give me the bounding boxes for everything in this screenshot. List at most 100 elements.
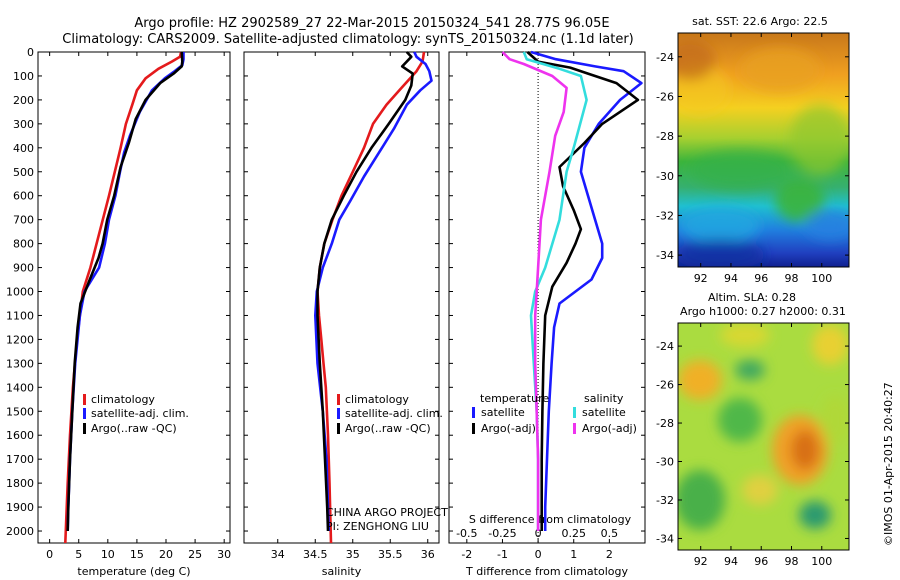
s-tick-label: 0.5 xyxy=(601,527,619,540)
credit-pi: PI: ZENGHONG LIU xyxy=(326,520,429,533)
depth-tick-label: 100 xyxy=(13,70,34,83)
legend-entry: Argo(-adj) xyxy=(481,422,536,435)
legend-swatch xyxy=(472,407,475,418)
map-lon-label: 98 xyxy=(784,272,798,285)
panel-frame-differences xyxy=(448,51,646,544)
depth-tick-label: 1700 xyxy=(6,453,34,466)
figure-title-line2: Climatology: CARS2009. Satellite-adjuste… xyxy=(62,32,634,47)
sla-map: Altim. SLA: 0.28 Argo h1000: 0.27 h2000:… xyxy=(656,291,850,568)
x-tick-label: 36 xyxy=(421,548,435,561)
legend-entry: Argo(-adj) xyxy=(582,422,637,435)
map-lon-label: 96 xyxy=(754,555,768,568)
legend-swatch xyxy=(337,394,340,405)
x-tick-label: 34.5 xyxy=(303,548,328,561)
x-tick-label: 20 xyxy=(159,548,173,561)
x-tick-label: 35 xyxy=(346,548,360,561)
x-tick-label: 30 xyxy=(217,548,231,561)
depth-tick-label: 200 xyxy=(13,94,34,107)
sla-map-title2: Argo h1000: 0.27 h2000: 0.31 xyxy=(680,305,846,318)
depth-tick-label: 1900 xyxy=(6,501,34,514)
x-tick-label: 2 xyxy=(606,548,613,561)
x-tick-label: 35.5 xyxy=(378,548,403,561)
x-tick-label: 5 xyxy=(75,548,82,561)
map-lat-label: -24 xyxy=(656,51,674,64)
x-tick-label: -2 xyxy=(461,548,472,561)
map-lon-label: 94 xyxy=(724,555,738,568)
sla-map-title1: Altim. SLA: 0.28 xyxy=(708,291,796,304)
map-lat-label: -24 xyxy=(656,340,674,353)
legend-swatch xyxy=(337,423,340,434)
map-lat-label: -28 xyxy=(656,130,674,143)
x-tick-label: 34 xyxy=(271,548,285,561)
panel-differences: -2 -1 0 1 2 T difference from climatology -0.5… xyxy=(448,50,646,578)
s-tick-label: 0.25 xyxy=(561,527,586,540)
x-axis-label: temperature (deg C) xyxy=(77,565,190,578)
series-line-0 xyxy=(316,51,426,544)
legend-swatch xyxy=(472,423,475,434)
legend-swatch xyxy=(83,394,86,405)
series-line-temperature-1 xyxy=(526,51,640,531)
map-lat-label: -32 xyxy=(656,209,674,222)
panel-temperature: 0100200300400500600700800900100011001200… xyxy=(6,46,231,578)
x-tick-label: 25 xyxy=(188,548,202,561)
legend-entry: Argo(..raw -QC) xyxy=(91,422,177,435)
depth-tick-label: 1500 xyxy=(6,405,34,418)
series-line-2 xyxy=(316,51,414,532)
map-lat-label: -30 xyxy=(656,170,674,183)
panel-salinity: 34 34.5 35 35.5 36 salinity climatologysatelli… xyxy=(243,51,443,578)
x-tick-label: 10 xyxy=(101,548,115,561)
depth-tick-label: 500 xyxy=(13,166,34,179)
legend-title-temperature: temperature xyxy=(480,392,549,405)
depth-tick-label: 1400 xyxy=(6,381,34,394)
series-line-salinity-3 xyxy=(501,51,568,531)
panel-frame-salinity xyxy=(243,51,440,544)
map-lat-label: -34 xyxy=(656,532,674,545)
depth-tick-label: 600 xyxy=(13,190,34,203)
x-tick-label: 0 xyxy=(46,548,53,561)
s-axis-label: S difference from climatology xyxy=(469,513,632,526)
map-lat-label: -34 xyxy=(656,249,674,262)
profile-panels: 0100200300400500600700800900100011001200… xyxy=(6,46,646,578)
series-line-temperature-0 xyxy=(530,50,643,531)
map-lon-label: 98 xyxy=(784,555,798,568)
map-lon-label: 100 xyxy=(811,272,832,285)
legend-entry: Argo(..raw -QC) xyxy=(345,422,431,435)
x-axis-label: T difference from climatology xyxy=(465,565,628,578)
sst-map-title: sat. SST: 22.6 Argo: 22.5 xyxy=(692,15,828,28)
legend-entry: satellite-adj. clim. xyxy=(345,407,443,420)
legend-swatch xyxy=(573,423,576,434)
depth-tick-label: 1800 xyxy=(6,477,34,490)
s-tick-label: -0.25 xyxy=(488,527,516,540)
x-tick-label: 0 xyxy=(535,548,542,561)
depth-tick-label: 1600 xyxy=(6,429,34,442)
series-line-2 xyxy=(66,51,184,532)
depth-tick-label: 2000 xyxy=(6,525,34,538)
map-lat-label: -28 xyxy=(656,417,674,430)
depth-tick-label: 1200 xyxy=(6,333,34,346)
depth-tick-label: 700 xyxy=(13,214,34,227)
panel-frame-temperature xyxy=(37,51,231,544)
map-lat-label: -26 xyxy=(656,379,674,392)
imos-watermark: ©IMOS 01-Apr-2015 20:40:27 xyxy=(882,382,895,546)
map-lat-label: -32 xyxy=(656,494,674,507)
map-lat-label: -30 xyxy=(656,456,674,469)
depth-tick-label: 1100 xyxy=(6,309,34,322)
legend-entry: satellite xyxy=(582,406,626,419)
legend-swatch xyxy=(83,423,86,434)
map-lon-label: 96 xyxy=(754,272,768,285)
depth-tick-label: 800 xyxy=(13,238,34,251)
legend-swatch xyxy=(337,408,340,419)
map-lat-label: -26 xyxy=(656,90,674,103)
map-lon-label: 92 xyxy=(694,555,708,568)
map-lon-label: 92 xyxy=(694,272,708,285)
legend-entry: climatology xyxy=(91,393,155,406)
legend-entry: satellite-adj. clim. xyxy=(91,407,189,420)
depth-tick-label: 1000 xyxy=(6,286,34,299)
legend-entry: climatology xyxy=(345,393,409,406)
x-tick-label: 1 xyxy=(570,548,577,561)
legend-title-salinity: salinity xyxy=(584,392,624,405)
depth-tick-label: 900 xyxy=(13,262,34,275)
depth-tick-label: 300 xyxy=(13,118,34,131)
figure-title-line1: Argo profile: HZ 2902589_27 22-Mar-2015 … xyxy=(134,16,609,31)
